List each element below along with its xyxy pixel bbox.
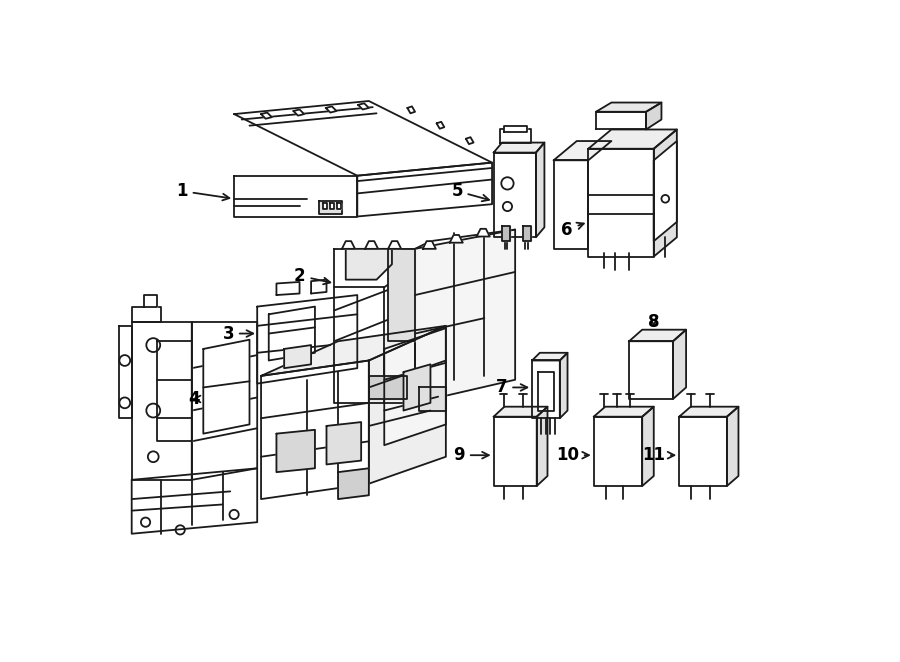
Polygon shape — [357, 163, 492, 216]
Polygon shape — [418, 387, 446, 410]
Polygon shape — [502, 226, 509, 241]
Polygon shape — [423, 241, 436, 249]
Polygon shape — [388, 249, 415, 341]
Polygon shape — [284, 345, 311, 368]
Polygon shape — [365, 241, 378, 249]
Text: 1: 1 — [176, 182, 230, 201]
Polygon shape — [493, 416, 536, 486]
Polygon shape — [680, 406, 738, 416]
Polygon shape — [319, 201, 342, 214]
Polygon shape — [523, 226, 530, 241]
Polygon shape — [322, 203, 328, 209]
Polygon shape — [358, 103, 369, 109]
Polygon shape — [653, 141, 677, 241]
Polygon shape — [646, 103, 662, 130]
Polygon shape — [311, 279, 327, 293]
Polygon shape — [338, 468, 369, 499]
Polygon shape — [493, 152, 536, 237]
Text: 3: 3 — [222, 324, 253, 342]
Polygon shape — [203, 340, 249, 434]
Polygon shape — [560, 353, 568, 418]
Polygon shape — [643, 406, 653, 486]
Text: 7: 7 — [496, 379, 527, 397]
Polygon shape — [337, 203, 341, 209]
Polygon shape — [493, 406, 547, 416]
Polygon shape — [131, 322, 192, 480]
Polygon shape — [276, 282, 300, 295]
Polygon shape — [257, 295, 357, 383]
Polygon shape — [415, 230, 515, 403]
Polygon shape — [554, 141, 611, 160]
Text: 11: 11 — [643, 446, 674, 464]
Polygon shape — [436, 122, 445, 128]
Polygon shape — [334, 249, 415, 403]
Polygon shape — [408, 107, 415, 113]
Text: 10: 10 — [556, 446, 589, 464]
Polygon shape — [326, 107, 337, 113]
Polygon shape — [727, 406, 738, 486]
Polygon shape — [192, 322, 257, 480]
Polygon shape — [158, 341, 192, 442]
Text: 6: 6 — [562, 220, 584, 238]
Polygon shape — [589, 149, 653, 257]
Polygon shape — [596, 103, 662, 112]
Text: 9: 9 — [454, 446, 489, 464]
Polygon shape — [629, 341, 673, 399]
Polygon shape — [293, 109, 304, 116]
Polygon shape — [629, 330, 686, 341]
Polygon shape — [589, 130, 677, 149]
Text: 8: 8 — [648, 313, 660, 331]
Polygon shape — [504, 126, 526, 132]
Polygon shape — [346, 249, 392, 279]
Polygon shape — [261, 361, 369, 499]
Polygon shape — [594, 406, 653, 416]
Polygon shape — [653, 130, 677, 257]
Polygon shape — [594, 416, 643, 486]
Polygon shape — [466, 137, 473, 144]
Polygon shape — [234, 175, 357, 216]
Polygon shape — [131, 468, 257, 534]
Polygon shape — [234, 101, 492, 175]
Polygon shape — [536, 142, 544, 237]
Polygon shape — [536, 406, 547, 486]
Polygon shape — [500, 130, 530, 142]
Polygon shape — [329, 203, 334, 209]
Polygon shape — [538, 372, 554, 410]
Polygon shape — [673, 330, 686, 399]
Polygon shape — [680, 416, 727, 486]
Polygon shape — [342, 241, 355, 249]
Polygon shape — [261, 326, 446, 376]
Polygon shape — [532, 353, 568, 361]
Polygon shape — [450, 235, 463, 243]
Polygon shape — [384, 328, 446, 445]
Polygon shape — [477, 229, 490, 236]
Text: 5: 5 — [451, 182, 489, 201]
Polygon shape — [276, 430, 315, 472]
Polygon shape — [554, 160, 589, 249]
Polygon shape — [327, 422, 361, 465]
Text: 4: 4 — [188, 390, 201, 408]
Polygon shape — [532, 361, 560, 418]
Polygon shape — [261, 113, 272, 118]
Polygon shape — [120, 326, 131, 418]
Polygon shape — [131, 307, 161, 322]
Polygon shape — [369, 376, 408, 399]
Text: 2: 2 — [294, 267, 330, 285]
Polygon shape — [269, 307, 315, 361]
Polygon shape — [596, 112, 646, 130]
Polygon shape — [493, 142, 544, 152]
Polygon shape — [144, 295, 158, 307]
Polygon shape — [388, 241, 401, 249]
Polygon shape — [369, 326, 446, 484]
Polygon shape — [403, 364, 430, 410]
